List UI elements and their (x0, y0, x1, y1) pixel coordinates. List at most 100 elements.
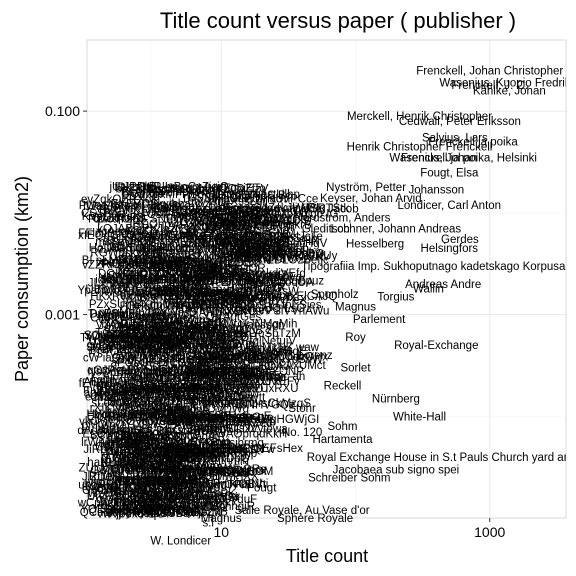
overplotted-label: MAknAcUcEZDkaytt (161, 392, 266, 404)
overplotted-label: NKhTAQwEjSpLC (172, 413, 264, 425)
overplotted-label: gojkJzmiLJknV (128, 373, 205, 385)
overplotted-label: YpyCaK (140, 416, 182, 428)
overplotted-label: xIEQdCKQ (78, 230, 135, 242)
overplotted-label: KPSV G (173, 276, 216, 288)
overplotted-label: vgMWUDBCOIBOM (170, 466, 273, 478)
overplotted-label: JfZTaSjj (225, 205, 266, 217)
overplotted-label: zXuxsBPp Xi (98, 386, 164, 398)
overplotted-label: yGtXOhzfVzdet (111, 255, 191, 267)
overplotted-label: eXMIiEoF (146, 335, 197, 347)
overplotted-label: Kiafdf (116, 339, 146, 351)
overplotted-label: TvxHjb (88, 309, 124, 321)
overplotted-label: HRxdZDIuNPAxUMct (217, 360, 327, 372)
overplotted-label: SKlDKIyJCZdqBpuz (221, 276, 324, 288)
overplotted-label: NXxTxeV (224, 305, 273, 317)
overplotted-label: Y NWKbzR (236, 272, 294, 284)
overplotted-label: eiznvBrbdNy (136, 474, 201, 486)
overplotted-label: GUgV BZJZmsVfx (113, 491, 207, 503)
point-label: Keyser, Johan Arvid (320, 193, 422, 205)
overplotted-label: LnKLAaRJMy (127, 347, 198, 359)
overplotted-label: luKNoY (136, 287, 175, 299)
overplotted-label: OlsLDRDpQ (186, 453, 250, 465)
overplotted-label: Eb UCfBT (119, 477, 171, 489)
overplotted-label: xobNWR (151, 310, 197, 322)
overplotted-label: iVBydKLZeq (103, 204, 167, 216)
point-label: Hartamenta (312, 434, 373, 446)
panel-border (86, 39, 567, 519)
overplotted-label: VmKmwBwnzWjadFzsW (173, 286, 300, 298)
overplotted-label: haNUIaajp (87, 457, 141, 469)
overplotted-label: HsinDI (115, 388, 150, 400)
overplotted-label: cfkAzxOQxnAFtYrCG (127, 260, 238, 272)
overplotted-label: LldhCOFKOzezmhro (119, 287, 226, 299)
overplotted-label: WyAtwcdgw (124, 440, 187, 452)
overplotted-label: oWkXOvC (203, 307, 257, 319)
overplotted-label: BFdTchYepmgW (179, 276, 264, 288)
overplotted-label: dAdWCkrnSL (77, 425, 147, 437)
overplotted-label: sLedUZiEjdkhj (91, 398, 165, 410)
point-label: Nordström, Anders (295, 213, 391, 225)
overplotted-label: XjrVInv (124, 502, 161, 514)
overplotted-label: EqwCuHAW (145, 283, 209, 295)
overplotted-label: jaQSbyHs (164, 452, 217, 464)
point-label: Mortiner, Pietar (206, 218, 284, 230)
overplotted-label: edmnSI (133, 461, 173, 473)
overplotted-label: tYUiqIcFQ (93, 212, 146, 224)
overplotted-label: ZUloyfe fQXGSJ (79, 463, 164, 475)
overplotted-label: HVYuYQvelhMFZo (111, 342, 208, 354)
overplotted-label: qPrpbVOmDhS (167, 212, 247, 224)
overplotted-label: JdUKMWsBlfUlskrB (210, 220, 312, 232)
point-label: Vil (215, 495, 228, 507)
overplotted-label: YpahMo (78, 285, 120, 297)
overplotted-label: yiPIgDRCXwSrSxiB (114, 270, 216, 282)
overplotted-label: ouCFkDeIsihrmg (178, 438, 264, 450)
overplotted-label: VlrvWhzpxCQJ (146, 440, 224, 452)
overplotted-label: XjNbsEsTEpihp (142, 498, 223, 510)
overplotted-label: CAvYRle Ksw (187, 388, 259, 400)
overplotted-label: UJGKXsAILNodQ (89, 336, 180, 348)
overplotted-label: hVmzaiRFLF (132, 453, 199, 465)
overplotted-label: RuPymlw (165, 483, 214, 495)
overplotted-label: QdaOqKWCRKkTy (139, 317, 237, 329)
overplotted-label: epQHRVh (104, 332, 156, 344)
overplotted-label: ReMxxJKmAX (108, 411, 182, 423)
overplotted-label: Kv AYUCTWlCDYw (175, 444, 276, 456)
overplotted-label: rGSSMziO (183, 193, 238, 205)
overplotted-label: KlnsOw (205, 222, 245, 234)
overplotted-label: lPKkMfy (138, 344, 180, 356)
overplotted-label: VGRSdTcoNWFWTzP (112, 325, 227, 337)
overplotted-label: qaokpqXTPWigDGN (112, 382, 217, 394)
overplotted-label: lLikCU (234, 241, 268, 253)
overplotted-label: dHtpYF (180, 283, 219, 295)
overplotted-label: kldtrvvzEPd (94, 410, 155, 422)
y-tick-label: 0.100 (45, 103, 80, 119)
overplotted-label: BDWX vfHowW (114, 486, 195, 498)
overplotted-label: vGyrFgzYX (153, 364, 212, 376)
overplotted-label: oKYVIkEQw (120, 347, 184, 359)
point-label: Royal-Exchange (394, 340, 478, 352)
overplotted-label: xjzMo zZ (241, 270, 287, 282)
overplotted-label: opViEXViwUyOBVt (168, 479, 267, 491)
overplotted-label: CROvnGtGTU (171, 467, 245, 479)
overplotted-label: fpQwRJLeO (216, 214, 279, 226)
y-axis-ticks: 0.100 0.001 (45, 103, 87, 323)
overplotted-label: cssZRGCcyi (119, 262, 183, 274)
overplotted-label: SMisMgIpggTFlS (163, 480, 252, 492)
overplotted-label: FgpYLRLju (148, 184, 206, 196)
overplotted-label: bfNkvwPmxhalNhi (175, 479, 268, 491)
overplotted-label: smpPhiaHe (86, 341, 145, 353)
overplotted-label: LiIXjSm (200, 269, 240, 281)
overplotted-label: FFluJScOp (78, 228, 136, 240)
overplotted-label: QxWasJIAhiqNX (153, 308, 239, 320)
overplotted-label: NgoOTZXTNHD (118, 268, 202, 280)
point-label: Andreas Andre (405, 279, 481, 291)
overplotted-label: Sb JHIUOIUSugop z (111, 354, 217, 366)
overplotted-label: oQQDZfzV (212, 183, 269, 195)
overplotted-label: uRjmGdovx (122, 383, 182, 395)
overplotted-label: roOLLzmvpqPFs (163, 416, 250, 428)
point-label: Frenckell, Johan Christopher (416, 66, 563, 78)
overplotted-label: CdhJmGX (115, 430, 168, 442)
overplotted-label: TLibzx (105, 330, 139, 342)
overplotted-label: GWMarxBbnFvDIWPeX (185, 294, 308, 306)
overplotted-label: qWkoiTw (176, 266, 223, 278)
